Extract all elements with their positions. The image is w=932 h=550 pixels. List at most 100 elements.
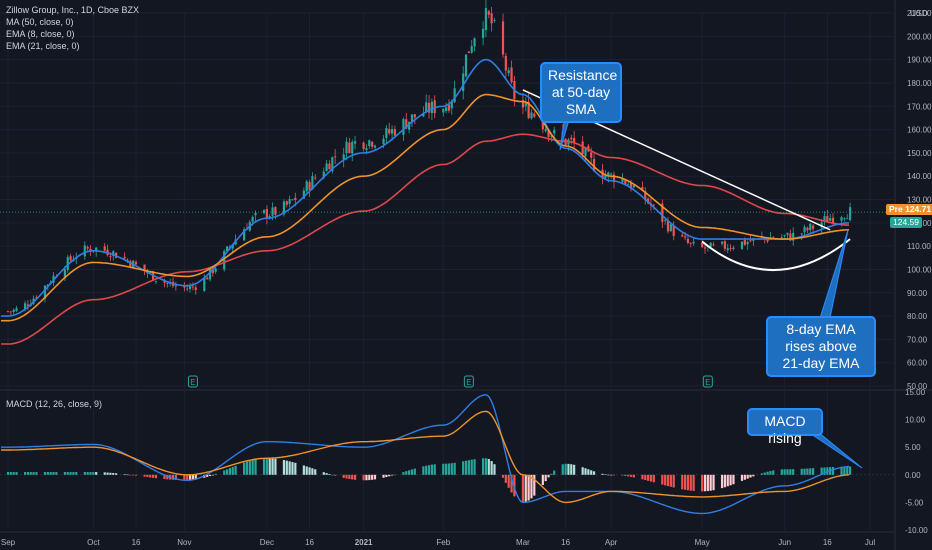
candle-body-26: [109, 256, 112, 258]
candle-body-84: [342, 154, 345, 160]
candle-body-55: [225, 246, 229, 251]
macd-histogram-bar-59: [243, 462, 246, 475]
time-tick-label-13: 16: [823, 538, 832, 547]
candle-body-209: [840, 217, 843, 221]
candle-body-65: [265, 209, 268, 219]
candle-body-207: [829, 218, 832, 221]
candle-body-211: [846, 218, 849, 220]
candle-body-103: [413, 114, 416, 118]
candle-body-156: [627, 184, 630, 186]
macd-histogram-bar-107: [430, 464, 433, 475]
candle-body-200: [803, 226, 806, 233]
candle-body-5: [26, 304, 30, 306]
candle-body-148: [592, 158, 596, 172]
candle-body-160: [644, 191, 647, 201]
candle-body-34: [143, 264, 146, 272]
macd-histogram-bar-119: [481, 458, 485, 475]
macd-histogram-bar-98: [393, 474, 397, 476]
macd-histogram-bar-151: [607, 474, 610, 476]
price-tick-label-12: 90.00: [907, 289, 928, 298]
macd-histogram-bar-203: [812, 468, 815, 475]
macd-histogram-bar-94: [382, 474, 385, 478]
macd-histogram-bar-85: [345, 474, 348, 479]
candle-body-89: [362, 142, 365, 149]
candle-body-74: [302, 190, 305, 199]
candle-body-38: [154, 280, 158, 282]
macd-histogram-bar-83: [334, 474, 337, 476]
macd-histogram-bar-178: [712, 474, 715, 491]
macd-histogram-bar-150: [604, 474, 607, 475]
price-tick-label-1: 200.00: [907, 32, 932, 41]
macd-legend: MACD (12, 26, close, 9): [6, 399, 103, 409]
candle-body-40: [166, 283, 169, 284]
price-tick-label-16: 50.00: [907, 382, 928, 391]
candle-body-174: [701, 242, 704, 248]
candle-body-51: [208, 268, 212, 280]
macd-histogram-bar-22: [92, 472, 95, 475]
macd-histogram-bar-7: [32, 472, 35, 475]
candle-body-96: [388, 129, 391, 134]
macd-histogram-bar-74: [302, 465, 305, 475]
candle-body-98: [393, 129, 397, 136]
macd-histogram-bar-190: [763, 472, 766, 475]
candle-body-170: [683, 236, 687, 238]
macd-histogram-bar-60: [245, 461, 249, 475]
candle-body-153: [612, 174, 616, 182]
candle-body-158: [632, 185, 635, 188]
candle-body-31: [129, 260, 132, 267]
macd-histogram-bar-200: [803, 468, 806, 475]
macd-histogram-bar-154: [621, 474, 624, 476]
macd-line: [1, 394, 850, 515]
macd-histogram-bar-172: [689, 474, 692, 491]
macd-histogram-bar-162: [649, 474, 653, 482]
macd-histogram-bar-102: [410, 469, 414, 475]
macd-histogram-bar-175: [703, 474, 707, 492]
candle-body-14: [63, 269, 66, 278]
candle-body-144: [581, 141, 584, 154]
macd-histogram-bar-194: [780, 469, 783, 475]
candle-body-92: [371, 141, 374, 147]
macd-histogram-bar-202: [809, 468, 812, 475]
macd-histogram-bar-187: [749, 474, 752, 478]
candle-body-121: [487, 11, 490, 15]
time-tick-label-3: Nov: [177, 538, 191, 547]
macd-histogram-bar-77: [311, 468, 314, 475]
macd-histogram-bar-67: [271, 458, 274, 475]
last-price-tag: 124.59: [890, 217, 922, 228]
candle-body-106: [427, 102, 431, 113]
macd-histogram-bar-124: [501, 474, 505, 478]
candle-body-196: [786, 232, 789, 235]
candle-body-73: [294, 197, 297, 201]
ma50-legend: MA (50, close, 0): [6, 17, 74, 27]
macd-histogram-bar-120: [484, 458, 488, 475]
price-tick-label-4: 170.00: [907, 102, 932, 111]
candles-group: [6, 0, 852, 316]
macd-histogram-bar-32: [132, 474, 135, 476]
macd-histogram-bar-169: [681, 474, 684, 490]
macd-histogram-bar-137: [550, 473, 553, 475]
macd-histogram-bar-80: [325, 473, 328, 475]
macd-histogram-bar-27: [112, 472, 115, 475]
macd-histogram-bar-61: [248, 460, 251, 475]
macd-histogram-bar-9: [43, 472, 47, 475]
candle-body-183: [732, 247, 735, 250]
macd-histogram-bar-136: [547, 474, 550, 478]
macd-histogram-bar-38: [154, 474, 158, 479]
candle-body-169: [681, 235, 684, 237]
candle-body-173: [692, 241, 695, 244]
macd-histogram-bar-57: [231, 466, 234, 475]
macd-histogram-bar-111: [447, 463, 451, 475]
macd-histogram-bar-153: [612, 474, 616, 476]
candle-body-122: [490, 13, 493, 24]
candle-body-191: [766, 238, 769, 242]
candle-body-194: [780, 237, 783, 238]
price-tick-label-10: 110.00: [907, 242, 931, 251]
macd-histogram-bar-191: [766, 471, 769, 475]
candle-body-3: [15, 308, 18, 311]
candle-body-100: [405, 119, 408, 129]
candle-body-69: [282, 201, 286, 215]
macd-histogram-bar-179: [720, 474, 724, 489]
macd-histogram-bar-123: [493, 464, 496, 475]
premarket-tag: Pre 124.71: [886, 204, 932, 215]
